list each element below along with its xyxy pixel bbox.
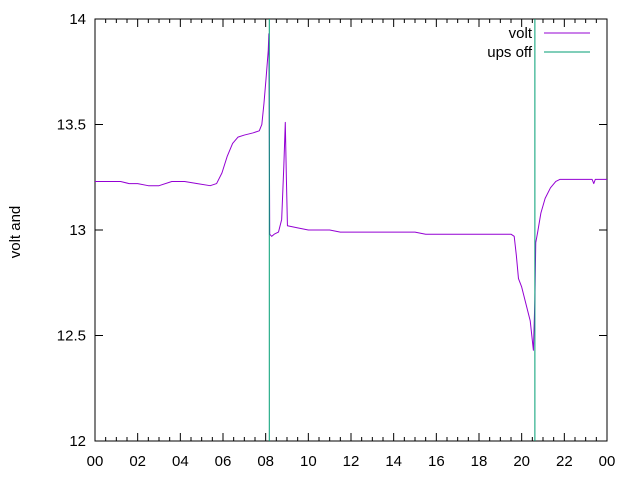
- legend: volt ups off: [487, 25, 590, 61]
- x-tick-label: 18: [471, 453, 488, 470]
- legend-label: ups off: [487, 44, 533, 61]
- x-tick-label: 02: [129, 453, 146, 470]
- x-tick-label: 12: [343, 453, 360, 470]
- x-tick-label: 10: [300, 453, 317, 470]
- x-axis-ticks: 00 02 04 06 08 10 12 14 16 18 20 22 00: [87, 19, 616, 470]
- x-tick-label: 16: [428, 453, 445, 470]
- x-tick-label: 08: [257, 453, 274, 470]
- x-tick-label: 00: [87, 453, 104, 470]
- legend-label: volt: [509, 25, 533, 42]
- y-axis-label: volt and: [7, 206, 24, 259]
- x-tick-label: 04: [172, 453, 189, 470]
- volt-series-line: [95, 33, 607, 351]
- plot-frame: [94, 18, 608, 442]
- x-tick-label: 06: [215, 453, 232, 470]
- series-layer: [95, 19, 607, 441]
- x-tick-label: 00: [599, 453, 616, 470]
- y-tick-label: 13: [69, 222, 86, 239]
- y-axis-ticks: 12 12.5 13 13.5 14: [57, 11, 607, 450]
- y-tick-label: 14: [69, 11, 86, 28]
- x-tick-label: 20: [513, 453, 530, 470]
- x-tick-label: 22: [556, 453, 573, 470]
- y-tick-label: 13.5: [57, 117, 86, 134]
- x-tick-label: 14: [385, 453, 402, 470]
- y-tick-label: 12.5: [57, 328, 86, 345]
- y-tick-label: 12: [69, 433, 86, 450]
